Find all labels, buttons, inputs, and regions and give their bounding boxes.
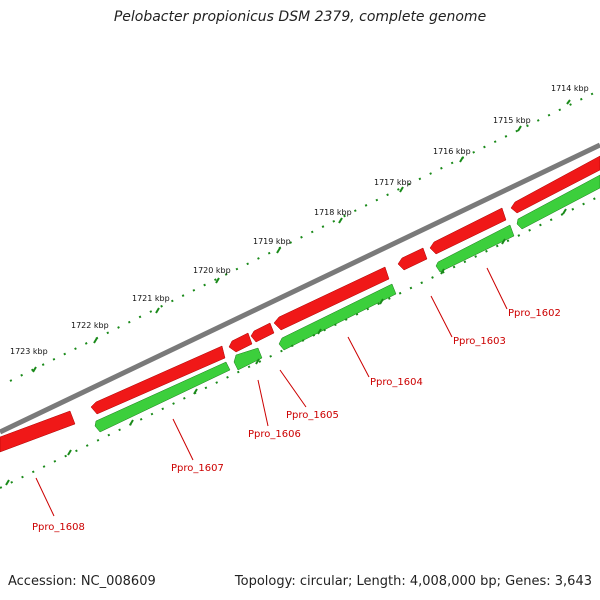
kbp-label: 1718 kbp: [314, 208, 352, 217]
inner-major-tick: [317, 328, 322, 335]
gene-green-1601: [516, 174, 600, 230]
major-tick-1714: [566, 99, 571, 105]
page-title: Pelobacter propionicus DSM 2379, complet…: [113, 9, 487, 25]
gene-label: Ppro_1608: [32, 522, 85, 533]
gene-labels: Ppro_1602 Ppro_1603 Ppro_1604 Ppro_1605 …: [32, 308, 561, 533]
inner-major-tick: [129, 419, 134, 426]
gene-label: Ppro_1604: [370, 377, 423, 388]
inner-major-tick: [562, 208, 567, 215]
gene-label: Ppro_1606: [248, 429, 301, 440]
gene-label: Ppro_1602: [508, 308, 561, 319]
inner-tick-track: [0, 195, 600, 489]
kbp-label: 1714 kbp: [551, 84, 589, 93]
inner-major-tick: [193, 388, 198, 395]
inner-major-tick: [5, 479, 10, 486]
kbp-label: 1717 kbp: [374, 178, 412, 187]
accession-label: Accession: NC_008609: [8, 574, 156, 589]
inner-major-tick: [67, 449, 72, 456]
reverse-strand-genes: [94, 174, 600, 433]
gene-green-1604: [278, 283, 397, 351]
gene-ppro-1601: [510, 155, 600, 214]
gene-ppro-1604: [273, 266, 390, 331]
leader-ppro-1604: [347, 336, 370, 378]
label-leaders: [35, 267, 508, 517]
gene-label: Ppro_1605: [286, 410, 339, 421]
gene-ppro-1605: [250, 322, 275, 343]
kbp-label: 1720 kbp: [193, 266, 231, 275]
major-tick-1718: [338, 217, 343, 224]
gene-ppro-1602a: [429, 207, 507, 255]
genome-backbone: [0, 142, 600, 435]
inner-major-tick: [255, 358, 260, 365]
outer-tick-dots: [9, 89, 600, 382]
kbp-labels: 1714 kbp 1715 kbp 1716 kbp 1717 kbp 1718…: [10, 84, 589, 356]
kbp-label: 1719 kbp: [253, 237, 291, 246]
gene-ppro-1606: [228, 332, 253, 353]
kbp-label: 1715 kbp: [493, 116, 531, 125]
kbp-label: 1723 kbp: [10, 347, 48, 356]
gene-ppro-1607: [90, 345, 226, 415]
major-tick-1716: [459, 156, 464, 163]
inner-major-tick: [501, 238, 506, 245]
kbp-label: 1722 kbp: [71, 321, 109, 330]
leader-ppro-1606: [257, 379, 269, 427]
major-tick-1715: [517, 125, 522, 132]
major-tick-1717: [399, 186, 404, 193]
gene-ppro-1603: [397, 247, 428, 271]
genome-summary: Topology: circular; Length: 4,008,000 bp…: [234, 574, 592, 589]
outer-tick-track: [9, 89, 600, 382]
gene-green-1606: [233, 347, 263, 371]
inner-major-tick: [440, 268, 445, 275]
gene-label: Ppro_1603: [453, 336, 506, 347]
leader-ppro-1608: [35, 477, 55, 517]
major-tick-1720: [215, 277, 220, 284]
gene-green-1602: [435, 224, 515, 273]
major-tick-1722: [93, 337, 98, 344]
leader-ppro-1602: [486, 267, 508, 310]
major-tick-1719: [276, 247, 281, 254]
gene-label: Ppro_1607: [171, 463, 224, 474]
leader-ppro-1605: [279, 369, 307, 408]
leader-ppro-1603: [430, 295, 453, 338]
major-tick-1723: [32, 366, 37, 373]
kbp-label: 1716 kbp: [433, 147, 471, 156]
gene-ppro-1608: [0, 410, 76, 453]
gene-green-1607: [94, 361, 231, 433]
major-tick-1721: [155, 307, 160, 314]
kbp-label: 1721 kbp: [132, 294, 170, 303]
inner-major-tick: [379, 298, 384, 305]
leader-ppro-1607: [172, 418, 194, 461]
forward-strand-genes: [0, 155, 600, 453]
